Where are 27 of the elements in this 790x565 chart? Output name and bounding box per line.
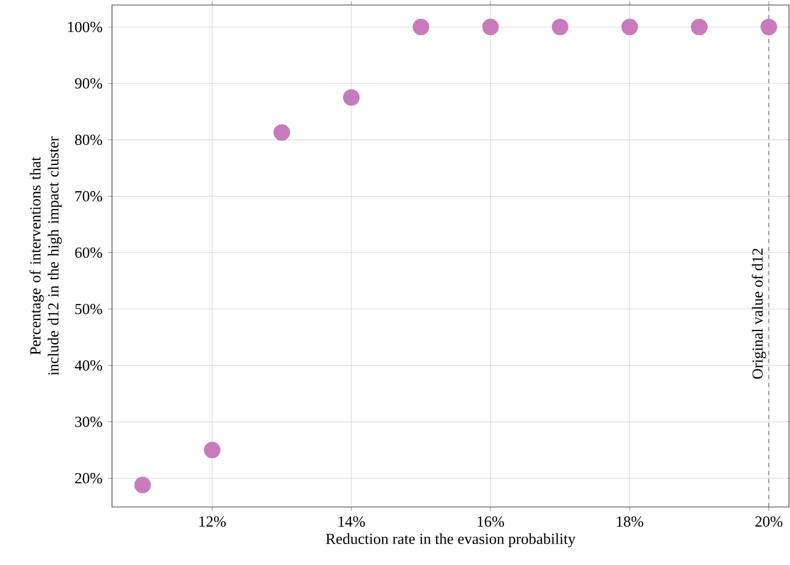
y-tick-label: 90% [75,78,102,89]
x-tick-label: 12% [199,516,226,527]
point [274,124,290,141]
point [552,18,568,36]
y-tick-label: 80% [75,134,102,146]
x-tick-label: 14% [338,516,365,527]
point [204,442,220,458]
point [690,18,708,36]
point [134,476,151,494]
x-axis-title: Reduction rate in the evasion probability [326,533,576,548]
x-tick-label: 16% [478,516,504,527]
point [412,18,430,36]
y-tick-label: 70% [76,191,102,202]
y-tick-label: 40% [74,360,102,371]
y-tick-label: 50% [75,304,102,314]
x-tick-label: 18% [616,516,644,527]
y-axis-title: Percentage of interventions that include d12 in the high impact cluster [30,136,62,376]
y-tick-label: 30% [75,416,102,428]
point [482,18,499,36]
y-tick-label: 20% [75,473,102,484]
ref-line-label: Original value of d12 [752,248,766,379]
x-tick-label: 20% [755,516,782,527]
y-tick-label: 60% [75,247,102,258]
y-tick-label: 100% [68,22,102,32]
point [621,18,638,36]
point [760,18,778,36]
point [343,89,360,106]
